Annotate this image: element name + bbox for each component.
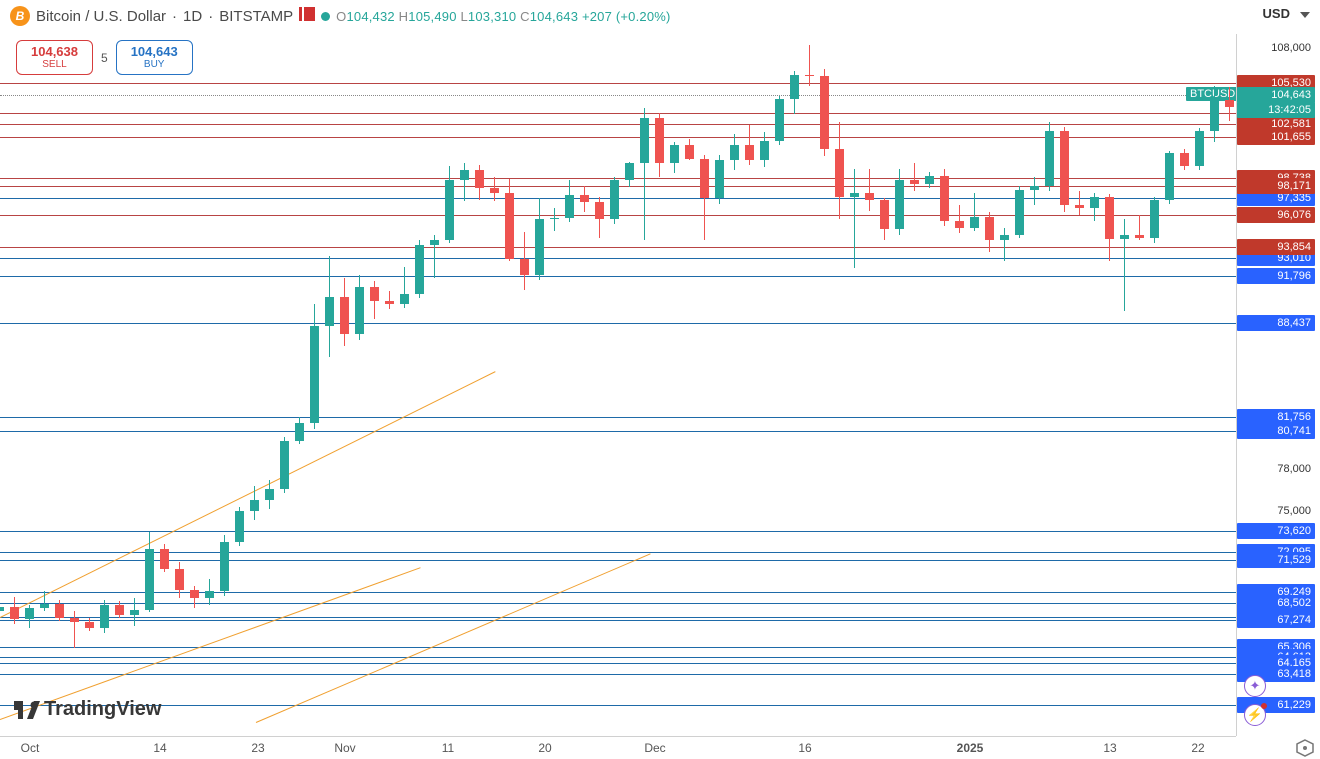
sparkle-button[interactable]: ✦ bbox=[1244, 675, 1266, 697]
chevron-down-icon[interactable] bbox=[1300, 12, 1310, 18]
horizontal-line[interactable] bbox=[0, 124, 1236, 125]
settings-hex-icon[interactable] bbox=[1296, 739, 1314, 757]
time-tick: 2025 bbox=[957, 741, 984, 755]
attribution-text: TradingView bbox=[44, 698, 161, 721]
time-tick: 23 bbox=[251, 741, 264, 755]
price-tag: 78,000 bbox=[1237, 461, 1315, 477]
time-tick: 11 bbox=[442, 741, 454, 755]
price-chart[interactable]: BTCUSD bbox=[0, 34, 1236, 736]
dot-sep: · bbox=[172, 8, 177, 25]
pair-title[interactable]: Bitcoin / U.S. Dollar bbox=[36, 8, 166, 25]
horizontal-line[interactable] bbox=[0, 674, 1236, 675]
price-axis[interactable]: 93,01091,79688,43781,75680,74173,62072,0… bbox=[1236, 34, 1320, 736]
horizontal-line[interactable] bbox=[0, 258, 1236, 259]
time-tick: 14 bbox=[153, 741, 166, 755]
horizontal-line[interactable] bbox=[0, 83, 1236, 84]
price-tag: 73,620 bbox=[1237, 523, 1315, 539]
price-tag: 101,655 bbox=[1237, 129, 1315, 145]
horizontal-line[interactable] bbox=[0, 276, 1236, 277]
time-tick: Dec bbox=[644, 741, 665, 755]
interval[interactable]: 1D bbox=[183, 8, 202, 25]
chart-header: B Bitcoin / U.S. Dollar · 1D · BITSTAMP … bbox=[10, 6, 671, 26]
price-tag: 67,274 bbox=[1237, 612, 1315, 628]
price-tag: 13:42:05 bbox=[1237, 102, 1315, 118]
horizontal-line[interactable] bbox=[0, 417, 1236, 418]
price-tag: 75,000 bbox=[1237, 503, 1315, 519]
price-tag: 80,741 bbox=[1237, 423, 1315, 439]
time-tick: Oct bbox=[21, 741, 40, 755]
tradingview-logo-icon bbox=[14, 701, 40, 719]
horizontal-line[interactable] bbox=[0, 647, 1236, 648]
horizontal-line[interactable] bbox=[0, 617, 1236, 618]
dot-sep: · bbox=[208, 8, 213, 25]
trend-line[interactable] bbox=[0, 371, 495, 618]
price-tag: 88,437 bbox=[1237, 315, 1315, 331]
price-tag: 71,529 bbox=[1237, 552, 1315, 568]
attribution: TradingView bbox=[14, 698, 161, 721]
exchange: BITSTAMP bbox=[219, 8, 293, 25]
horizontal-line[interactable] bbox=[0, 323, 1236, 324]
price-tag: 96,076 bbox=[1237, 207, 1315, 223]
time-tick: 13 bbox=[1103, 741, 1116, 755]
horizontal-line[interactable] bbox=[0, 560, 1236, 561]
horizontal-line[interactable] bbox=[0, 603, 1236, 604]
price-tag: 93,854 bbox=[1237, 239, 1315, 255]
price-tag: 108,000 bbox=[1237, 40, 1315, 56]
time-tick: 20 bbox=[538, 741, 551, 755]
flag-icon bbox=[299, 7, 315, 25]
market-status-icon bbox=[321, 12, 330, 21]
currency-select[interactable]: USD bbox=[1263, 6, 1290, 21]
price-tag: 98,171 bbox=[1237, 178, 1315, 194]
time-tick: Nov bbox=[334, 741, 355, 755]
trend-line[interactable] bbox=[256, 554, 650, 723]
flash-button[interactable]: ⚡ bbox=[1244, 704, 1266, 726]
btc-icon: B bbox=[10, 6, 30, 26]
horizontal-line[interactable] bbox=[0, 113, 1236, 114]
ohlc-readout: O104,432 H105,490 L103,310 C104,643 +207… bbox=[336, 9, 670, 24]
horizontal-line[interactable] bbox=[0, 531, 1236, 532]
horizontal-line[interactable] bbox=[0, 663, 1236, 664]
horizontal-line[interactable] bbox=[0, 552, 1236, 553]
time-axis[interactable]: Oct 14 23 Nov 11 20 Dec 16 2025 13 22 bbox=[0, 736, 1236, 759]
horizontal-line[interactable] bbox=[0, 705, 1236, 706]
time-tick: 16 bbox=[798, 741, 811, 755]
price-tag: 104,643 bbox=[1237, 87, 1315, 103]
horizontal-line[interactable] bbox=[0, 431, 1236, 432]
price-tag: 91,796 bbox=[1237, 268, 1315, 284]
time-tick: 22 bbox=[1191, 741, 1204, 755]
horizontal-line[interactable] bbox=[0, 247, 1236, 248]
horizontal-line[interactable] bbox=[0, 620, 1236, 621]
horizontal-line[interactable] bbox=[0, 657, 1236, 658]
horizontal-line[interactable] bbox=[0, 592, 1236, 593]
